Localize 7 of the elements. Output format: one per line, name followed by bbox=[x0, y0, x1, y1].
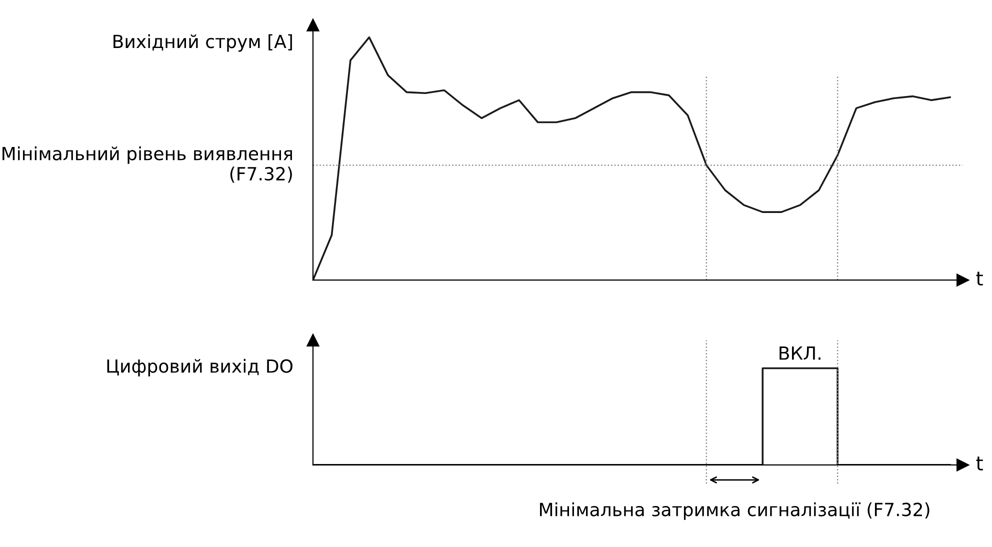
ref-line-label: Мінімальний рівень виявлення (F7.32) bbox=[2, 146, 292, 183]
y-axis-title: Вихідний струм [A] bbox=[114, 34, 292, 52]
text: Мінімальна затримка сигналізації (F7.32) bbox=[540, 502, 930, 520]
x-axis-title: t bbox=[976, 456, 983, 470]
y-axis-title: Цифровий вихід DO bbox=[107, 358, 292, 376]
x-axis-title: t bbox=[976, 272, 983, 286]
annotation: ВКЛ. bbox=[780, 346, 820, 360]
